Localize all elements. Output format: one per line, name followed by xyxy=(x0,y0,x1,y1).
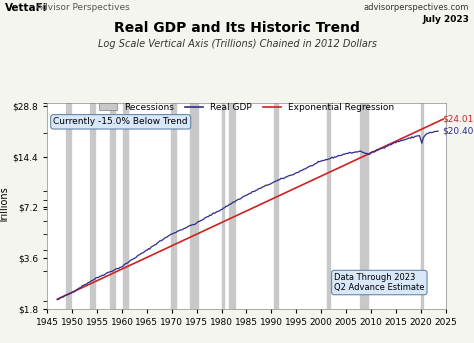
Text: advisorperspectives.com: advisorperspectives.com xyxy=(364,3,469,12)
Text: $20.40: $20.40 xyxy=(442,127,474,135)
Text: Data Through 2023
Q2 Advance Estimate: Data Through 2023 Q2 Advance Estimate xyxy=(334,273,425,292)
Text: July 2023: July 2023 xyxy=(422,15,469,24)
Bar xyxy=(222,103,224,309)
Text: Real GDP and Its Historic Trend: Real GDP and Its Historic Trend xyxy=(114,21,360,35)
Bar xyxy=(421,103,423,309)
Bar xyxy=(274,103,278,309)
Bar xyxy=(360,103,368,309)
Bar xyxy=(171,103,175,309)
Bar xyxy=(66,103,71,309)
Text: $24.01: $24.01 xyxy=(442,115,474,124)
Y-axis label: Trillions: Trillions xyxy=(0,187,10,224)
Bar xyxy=(328,103,330,309)
Text: Log Scale Vertical Axis (Trillions) Chained in 2012 Dollars: Log Scale Vertical Axis (Trillions) Chai… xyxy=(98,39,376,49)
Text: Currently -15.0% Below Trend: Currently -15.0% Below Trend xyxy=(54,117,188,126)
Text: Advisor Perspectives: Advisor Perspectives xyxy=(36,3,129,12)
Bar xyxy=(191,103,198,309)
Bar xyxy=(123,103,128,309)
Bar xyxy=(90,103,95,309)
Bar xyxy=(109,103,115,309)
Bar xyxy=(229,103,235,309)
Legend: Recessions, Real GDP, Exponential Regression: Recessions, Real GDP, Exponential Regres… xyxy=(95,99,398,115)
Text: VettaFi: VettaFi xyxy=(5,3,47,13)
